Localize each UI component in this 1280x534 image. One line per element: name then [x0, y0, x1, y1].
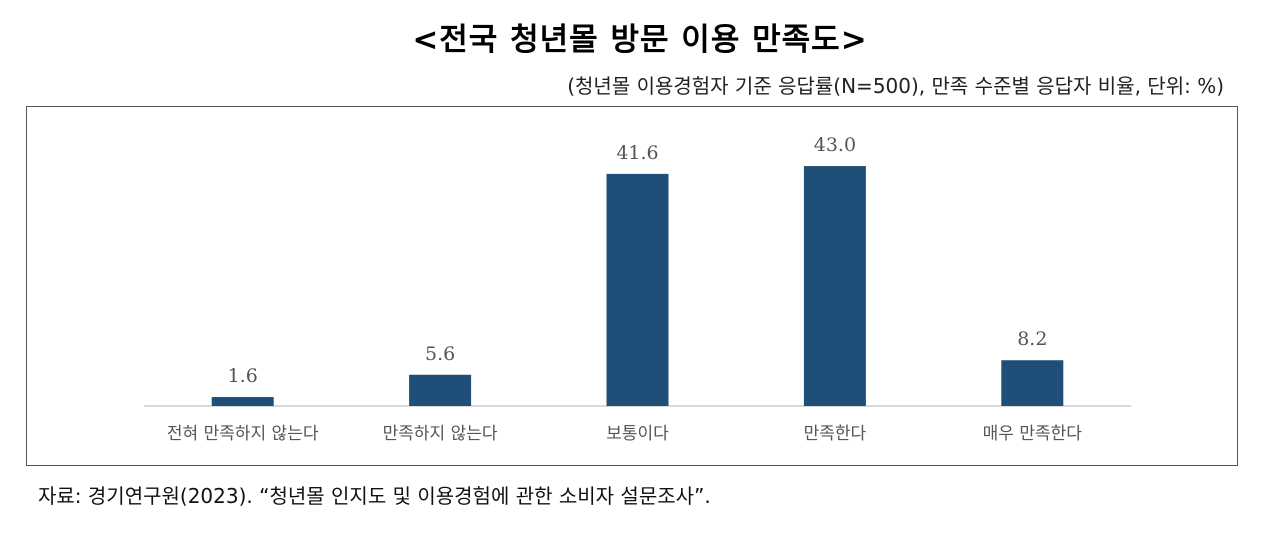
category-label: 보통이다 [606, 424, 669, 444]
data-label: 43.0 [814, 134, 856, 156]
category-label: 만족한다 [804, 424, 867, 444]
bar [1001, 360, 1064, 406]
category-label: 만족하지 않는다 [383, 424, 498, 444]
data-label: 1.6 [228, 365, 258, 387]
bar [803, 166, 866, 406]
bar [409, 374, 472, 406]
bar [606, 173, 669, 406]
data-label: 8.2 [1017, 328, 1047, 350]
category-label: 전혀 만족하지 않는다 [167, 424, 319, 444]
source-note: 자료: 경기연구원(2023). “청년몰 인지도 및 이용경험에 관한 소비자… [38, 484, 711, 508]
bar-chart: 1.6 전혀 만족하지 않는다 5.6 만족하지 않는다 41.6 보통이다 43.0 만족한… [144, 134, 1131, 444]
bar [211, 397, 274, 406]
chart-title: <전국 청년몰 방문 이용 만족도> [412, 22, 868, 58]
category-label: 매우 만족한다 [983, 424, 1083, 444]
data-label: 5.6 [425, 343, 455, 365]
chart-subtitle: (청년몰 이용경험자 기준 응답률(N=500), 만족 수준별 응답자 비율,… [567, 74, 1224, 98]
data-label: 41.6 [616, 142, 658, 164]
chart-frame: 1.6 전혀 만족하지 않는다 5.6 만족하지 않는다 41.6 보통이다 43.0 만족한… [26, 106, 1238, 466]
